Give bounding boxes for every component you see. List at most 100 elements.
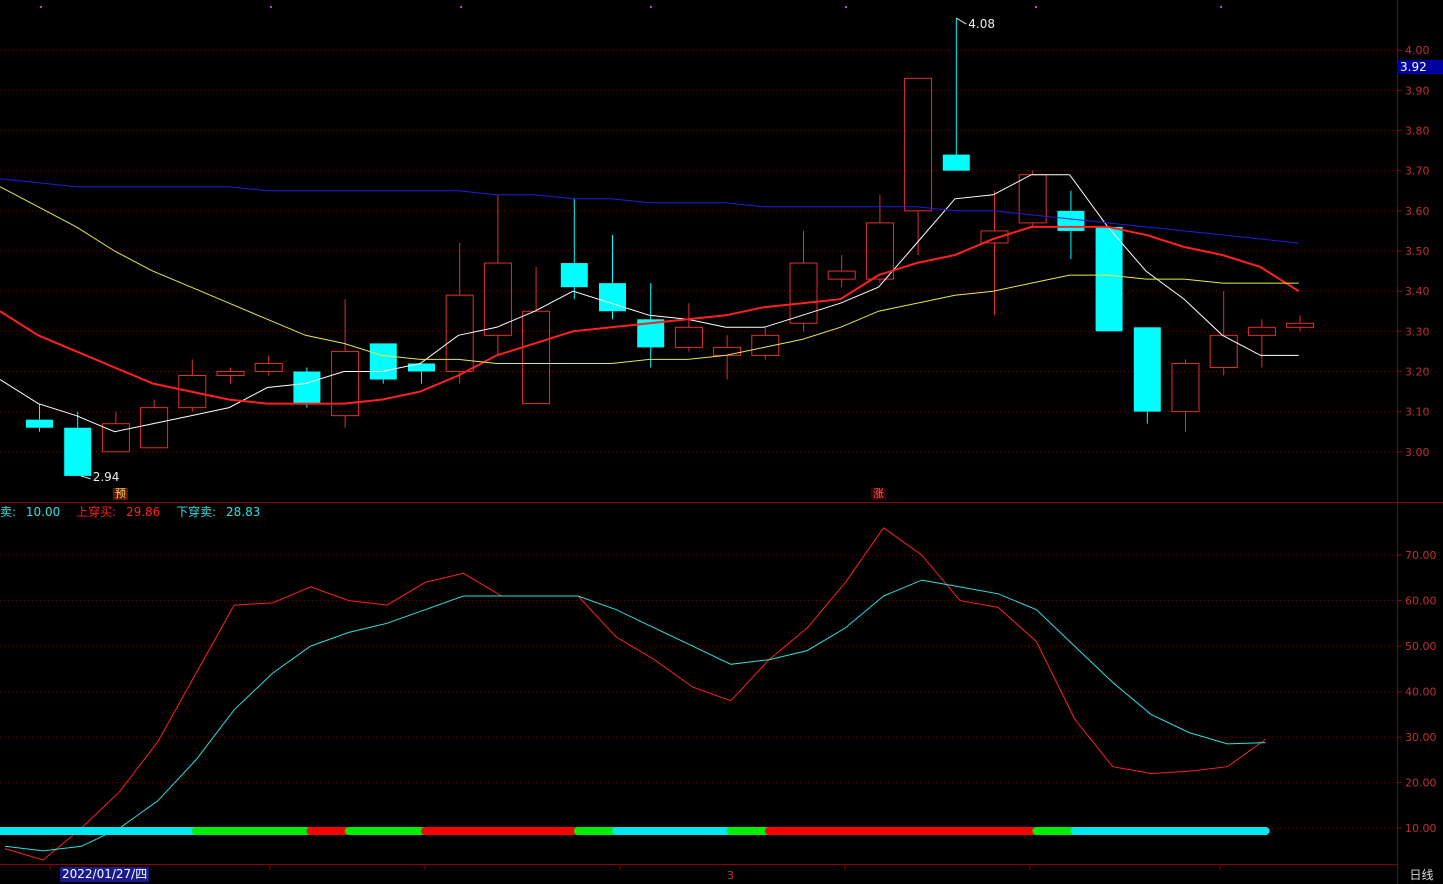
candle	[140, 399, 169, 449]
candle-body	[445, 294, 474, 372]
candle-body	[751, 334, 780, 356]
candle-body	[1133, 327, 1161, 412]
high-annot-pointer	[956, 17, 967, 25]
candle	[560, 198, 588, 300]
candle	[674, 303, 703, 352]
candle-body	[789, 262, 818, 324]
osc-tick-label: 50.00	[1405, 640, 1437, 653]
price-tick-label: 3.50	[1405, 245, 1430, 258]
period-dot	[650, 6, 652, 8]
candle	[1209, 291, 1238, 376]
candle-body	[827, 270, 856, 280]
candle-body	[522, 310, 551, 405]
osc-tick-label: 10.00	[1405, 822, 1437, 835]
candle	[369, 343, 397, 384]
low-annot-pointer	[80, 475, 91, 480]
legend-down: 下穿卖: 28.83	[176, 505, 266, 519]
candle-body	[254, 362, 283, 372]
osc-tick-label: 30.00	[1405, 731, 1437, 744]
osc-tick-label: 70.00	[1405, 549, 1437, 562]
candle	[789, 230, 818, 332]
ma10-line	[0, 225, 1300, 405]
candle	[64, 411, 92, 476]
candle-body	[1095, 226, 1123, 332]
candle-body	[865, 222, 894, 280]
legend-down-value: 28.83	[226, 505, 261, 519]
candle	[713, 335, 742, 380]
candle	[254, 355, 283, 376]
osc-tick-label: 60.00	[1405, 595, 1437, 608]
low-annot-label: 2.94	[93, 470, 120, 484]
candle	[865, 194, 894, 284]
price-tick-label: 3.80	[1405, 125, 1430, 138]
candle	[942, 18, 970, 171]
candle-body	[674, 326, 703, 348]
axis-bottom-mark: 3	[727, 869, 734, 882]
candle-body	[560, 263, 588, 288]
candle	[216, 367, 245, 384]
legend-sell: 卖: 10.00	[0, 505, 70, 519]
price-tick-label: 3.90	[1405, 84, 1430, 97]
ma20-line	[0, 186, 1299, 364]
candle-body	[408, 363, 435, 372]
candle-body	[1247, 326, 1276, 336]
price-tick-label: 3.30	[1405, 325, 1430, 338]
candle	[751, 327, 780, 360]
legend-sell-value: 10.00	[25, 505, 61, 519]
candle-body	[101, 423, 130, 453]
price-tick-label: 3.60	[1405, 205, 1430, 218]
candle	[980, 190, 1009, 316]
marker-zhang: 涨	[871, 487, 886, 500]
candle-body	[331, 350, 360, 417]
candle	[637, 283, 665, 368]
candle-body	[64, 427, 92, 476]
period-dot	[270, 6, 272, 8]
ma60-line	[0, 178, 1299, 244]
price-tick-label: 3.20	[1405, 365, 1430, 378]
price-tick-label: 4.00	[1405, 44, 1430, 57]
price-tick-label: 3.10	[1405, 406, 1430, 419]
candle-body	[904, 77, 933, 212]
candle	[101, 411, 130, 453]
price-tick-label: 3.40	[1405, 285, 1430, 298]
period-dot	[460, 6, 462, 8]
period-dot	[1220, 6, 1222, 8]
candle	[408, 363, 435, 384]
candle	[1247, 319, 1276, 368]
candle-body	[178, 375, 207, 409]
candle-body	[1171, 362, 1200, 413]
period-dot	[1035, 6, 1037, 8]
candle	[1133, 327, 1161, 424]
candle	[293, 367, 321, 408]
candle-body	[1209, 334, 1238, 368]
candle-body	[293, 371, 321, 404]
price-tick-label: 3.70	[1405, 165, 1430, 178]
sell_line	[4, 579, 1266, 852]
legend-up-value: 29.86	[125, 505, 161, 519]
period-selector[interactable]: 日线	[1409, 868, 1434, 882]
ma5-line	[0, 174, 1299, 433]
legend-sell-label: 卖:	[0, 505, 17, 519]
price-tick-label: 3.00	[1405, 446, 1430, 459]
candle-body	[26, 419, 53, 428]
candle-body	[140, 407, 169, 449]
legend-up: 上穿买: 29.86	[76, 505, 170, 519]
indicator-legend: 卖: 10.00 上穿买: 29.86 下穿卖: 28.83	[0, 503, 272, 520]
current-price-tag: 3.92	[1397, 60, 1443, 74]
candle-body	[216, 370, 245, 376]
candle	[522, 267, 551, 405]
osc-tick-label: 40.00	[1405, 686, 1437, 699]
candle	[1286, 315, 1315, 332]
candle-body	[942, 154, 970, 171]
candle	[1095, 226, 1123, 332]
cursor-date-tag: 2022/01/27/四	[60, 867, 150, 882]
candle	[1171, 359, 1200, 432]
legend-up-label: 上穿买:	[76, 505, 117, 519]
candle	[1057, 190, 1085, 260]
osc-tick-label: 20.00	[1405, 777, 1437, 790]
candle-body	[1286, 322, 1315, 328]
candle	[26, 403, 53, 432]
candle-body	[980, 230, 1009, 244]
candle	[904, 77, 933, 256]
